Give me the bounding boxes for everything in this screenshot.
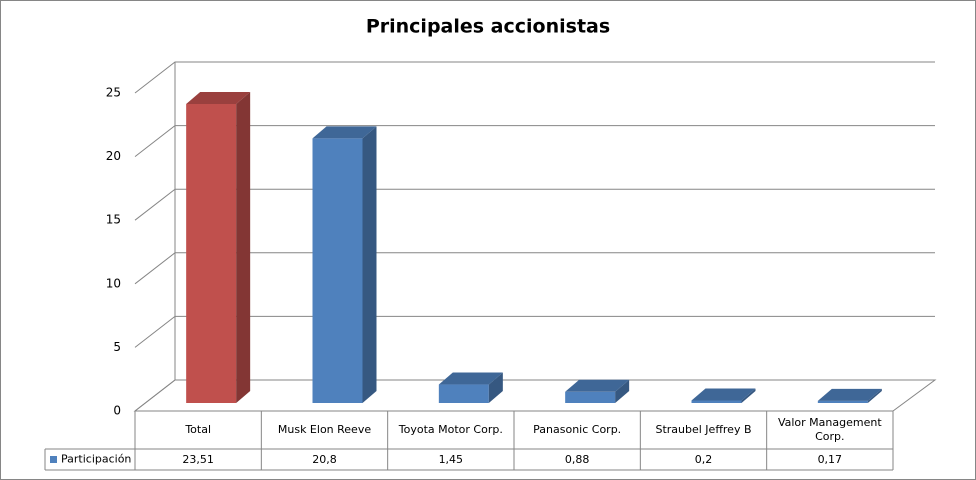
x-tick-label: Musk Elon Reeve	[277, 423, 372, 436]
x-tick-label: Toyota Motor Corp.	[398, 423, 503, 436]
bar-top	[186, 91, 251, 104]
bar	[691, 388, 756, 403]
y-tick-label: 5	[113, 340, 121, 354]
bar-front	[312, 138, 363, 403]
grid-line	[134, 315, 935, 348]
bar-side	[236, 91, 251, 404]
y-tick-label: 0	[113, 404, 121, 418]
bar-front	[438, 384, 489, 403]
bar-side	[362, 126, 377, 403]
data-label: 20,8	[312, 452, 337, 466]
x-tick-label: Total	[185, 423, 212, 436]
data-label-cell: 0,2	[694, 452, 713, 466]
bar-top	[817, 388, 882, 401]
x-tick-label-cell: Total	[185, 423, 212, 436]
bar	[565, 379, 630, 403]
y-tick-label: 15	[106, 213, 121, 227]
bar	[186, 91, 251, 404]
bar-side	[867, 388, 882, 403]
bar-front	[817, 400, 868, 403]
bar-side	[615, 379, 630, 403]
x-tick-label-cell: Panasonic Corp.	[533, 423, 622, 436]
x-tick-label-cell: Musk Elon Reeve	[277, 423, 372, 436]
legend-swatch	[50, 456, 57, 463]
grid-line	[134, 252, 935, 285]
data-label: 0,17	[817, 452, 843, 466]
bar-top	[565, 379, 630, 392]
x-tick-label-cell: Straubel Jeffrey B	[655, 423, 752, 436]
bar-top	[438, 372, 503, 385]
data-label: 0,2	[694, 452, 713, 466]
data-label: 0,88	[564, 452, 590, 466]
bar-front	[565, 391, 616, 403]
x-tick-label: Straubel Jeffrey B	[655, 423, 752, 436]
x-tick-label-cell: Valor Management Corp.	[777, 416, 882, 443]
bar	[312, 126, 377, 403]
bar-front	[186, 103, 237, 404]
legend-label: Participación	[61, 453, 131, 466]
data-label: 23,51	[182, 452, 214, 466]
y-tick-label: 10	[106, 276, 121, 290]
x-tick-label-cell: Toyota Motor Corp.	[398, 423, 503, 436]
bar	[817, 388, 882, 403]
y-tick-label: 20	[106, 149, 121, 163]
x-tick-label: Panasonic Corp.	[533, 423, 622, 436]
data-label-cell: 1,45	[438, 452, 464, 466]
data-label-cell: 23,51	[182, 452, 214, 466]
bar-front	[691, 400, 742, 403]
bar-side	[488, 372, 503, 403]
bar-top	[691, 388, 756, 401]
data-label-cell: 0,17	[817, 452, 843, 466]
data-label-cell: 20,8	[312, 452, 337, 466]
bar-top	[312, 126, 377, 139]
bar	[438, 372, 503, 403]
grid-line	[134, 125, 935, 157]
x-tick-label: Valor Management Corp.	[777, 416, 882, 443]
data-label-cell: 0,88	[564, 452, 590, 466]
grid-line	[134, 188, 935, 221]
bar-side	[741, 388, 756, 403]
grid-line	[134, 379, 935, 412]
chart-title: Principales accionistas	[366, 16, 610, 38]
grid-line	[134, 61, 935, 94]
y-tick-label: 25	[106, 86, 121, 100]
data-label: 1,45	[438, 452, 464, 466]
